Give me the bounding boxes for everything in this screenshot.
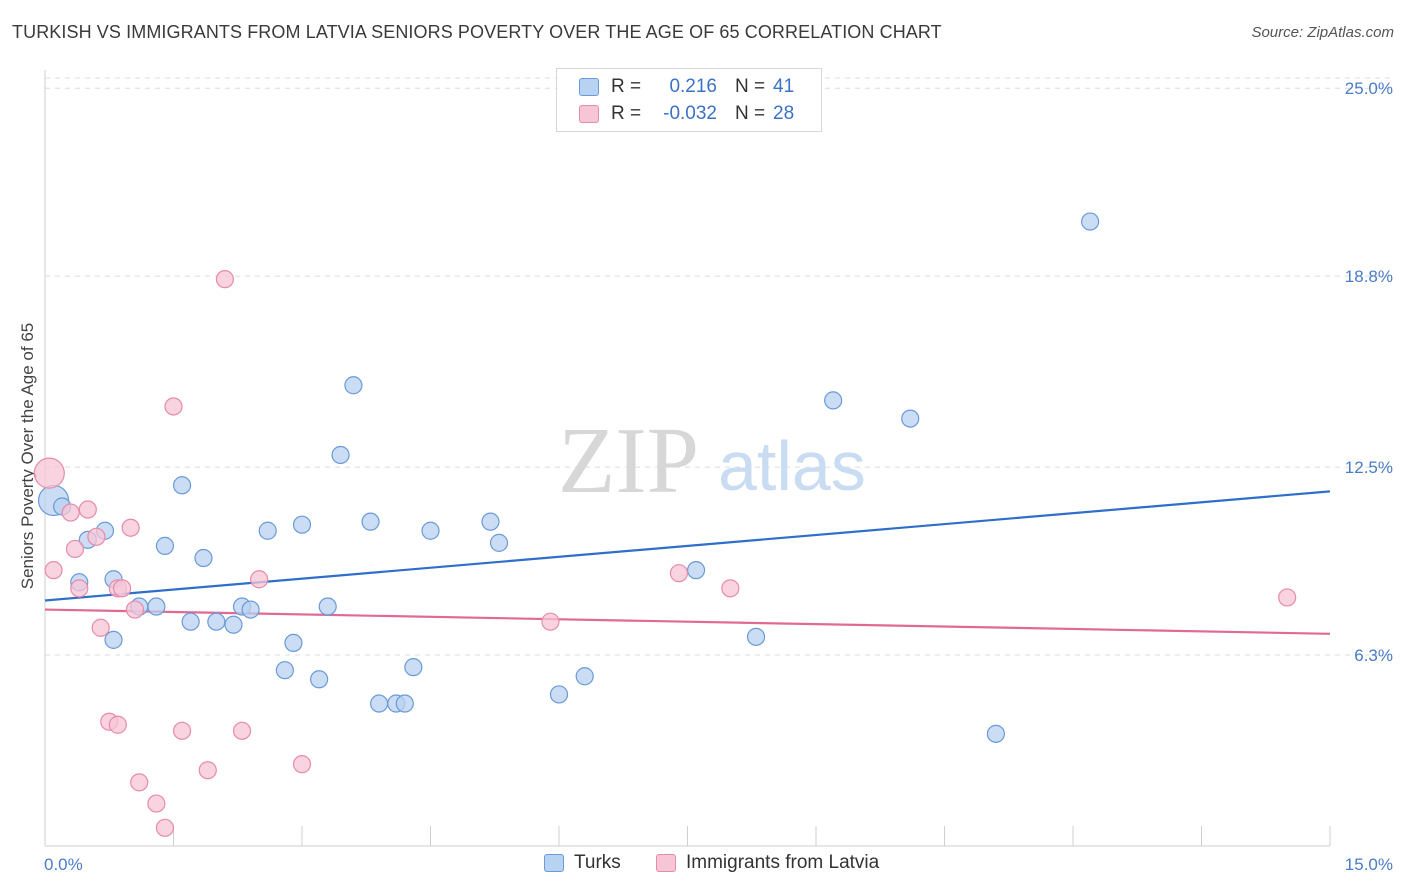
latvia-point bbox=[130, 773, 149, 792]
latvia-point bbox=[108, 715, 127, 734]
turks-point bbox=[292, 515, 312, 534]
turks-point bbox=[395, 694, 414, 713]
legend-swatch-turks bbox=[579, 78, 599, 96]
turks-point bbox=[310, 670, 329, 689]
turks-point bbox=[686, 561, 706, 580]
legend-n-label: N = bbox=[735, 103, 766, 124]
latvia-point bbox=[65, 539, 85, 559]
legend-row-turks: R = 0.216 N = 41 bbox=[557, 74, 794, 100]
latvia-point bbox=[125, 600, 145, 619]
series-label-latvia: Immigrants from Latvia bbox=[686, 852, 880, 873]
turks-point bbox=[344, 376, 363, 395]
series-legend: Turks Immigrants from Latvia bbox=[0, 852, 1406, 876]
correlation-legend: R = 0.216 N = 41 R = -0.032 N = 28 bbox=[556, 68, 822, 132]
turks-point bbox=[207, 612, 226, 631]
legend-swatch-latvia bbox=[579, 105, 599, 123]
turks-point bbox=[172, 476, 192, 495]
latvia-point bbox=[1278, 588, 1297, 607]
turks-point bbox=[361, 512, 380, 531]
latvia-point bbox=[721, 579, 740, 598]
y-tick-label: 25.0% bbox=[1345, 79, 1393, 98]
legend-r-value: -0.032 bbox=[663, 103, 717, 124]
y-tick-label: 6.3% bbox=[1354, 646, 1393, 665]
turks-point bbox=[404, 658, 423, 677]
y-tick-label: 12.5% bbox=[1345, 458, 1393, 477]
turks-point bbox=[824, 391, 843, 410]
latvia-point bbox=[61, 503, 80, 522]
tick-labels: 6.3% 12.5% 18.8% 25.0% 0.0% 15.0% bbox=[44, 79, 1393, 874]
turks-point bbox=[901, 409, 920, 428]
latvia-point bbox=[44, 561, 63, 580]
latvia-point bbox=[78, 500, 97, 519]
series-label-turks: Turks bbox=[574, 852, 621, 873]
turks-point bbox=[421, 521, 440, 540]
source-credit: Source: ZipAtlas.com bbox=[1251, 24, 1394, 41]
legend-r-label: R = bbox=[611, 103, 642, 124]
turks-point bbox=[284, 633, 303, 653]
legend-row-latvia: R = -0.032 N = 28 bbox=[557, 101, 794, 127]
latvia-point bbox=[172, 721, 192, 740]
latvia-point bbox=[33, 457, 65, 489]
turks-point bbox=[224, 615, 243, 634]
latvia-point bbox=[669, 564, 689, 583]
turks-point bbox=[181, 612, 200, 631]
series-swatch-turks bbox=[544, 854, 564, 872]
turks-point bbox=[275, 661, 294, 680]
latvia-point bbox=[112, 579, 132, 598]
latvia-point bbox=[91, 618, 110, 637]
series-legend-latvia[interactable]: Immigrants from Latvia bbox=[656, 852, 879, 874]
turks-point bbox=[481, 512, 500, 531]
turks-point bbox=[489, 533, 509, 552]
latvia-trend-line bbox=[44, 608, 1331, 635]
x-tick-label: 15.0% bbox=[1345, 855, 1393, 874]
turks-point bbox=[549, 685, 569, 704]
latvia-point bbox=[198, 761, 217, 780]
series-swatch-latvia bbox=[656, 854, 676, 872]
latvia-point bbox=[164, 397, 183, 416]
latvia-point bbox=[70, 579, 89, 598]
turks-point bbox=[1081, 212, 1100, 231]
latvia-point bbox=[87, 527, 106, 546]
legend-n-value: 41 bbox=[773, 76, 795, 97]
legend-n-label: N = bbox=[735, 76, 766, 97]
latvia-point bbox=[232, 721, 252, 740]
latvia-point bbox=[155, 818, 175, 837]
legend-r-value: 0.216 bbox=[669, 76, 717, 97]
chart-title: TURKISH VS IMMIGRANTS FROM LATVIA SENIOR… bbox=[12, 22, 942, 42]
legend-r-label: R = bbox=[611, 76, 642, 97]
series-legend-turks[interactable]: Turks bbox=[544, 852, 621, 874]
latvia-point bbox=[147, 794, 166, 813]
turks-point bbox=[986, 724, 1006, 743]
watermark-zip: ZIP bbox=[558, 409, 699, 513]
latvia-point bbox=[250, 570, 269, 589]
turks-point bbox=[104, 630, 123, 649]
legend-n-value: 28 bbox=[773, 103, 795, 124]
x-tick-label: 0.0% bbox=[44, 855, 83, 874]
y-tick-label: 18.8% bbox=[1345, 267, 1393, 286]
latvia-point bbox=[541, 612, 560, 631]
turks-point bbox=[155, 536, 175, 556]
latvia-point bbox=[121, 518, 140, 537]
turks-point bbox=[258, 521, 277, 540]
turks-point bbox=[370, 694, 389, 713]
axes bbox=[44, 70, 1331, 847]
turks-point bbox=[331, 445, 350, 465]
turks-point bbox=[194, 548, 213, 568]
turks-point bbox=[147, 597, 166, 616]
turks-point bbox=[318, 597, 337, 616]
latvia-point bbox=[215, 270, 234, 289]
data-points bbox=[33, 212, 1297, 837]
gridlines bbox=[45, 77, 1394, 656]
turks-point bbox=[575, 667, 594, 686]
turks-point bbox=[241, 600, 260, 619]
watermark-atlas: atlas bbox=[718, 427, 866, 505]
latvia-point bbox=[292, 755, 312, 774]
turks-point bbox=[746, 627, 766, 646]
watermark: ZIP atlas bbox=[558, 409, 866, 513]
